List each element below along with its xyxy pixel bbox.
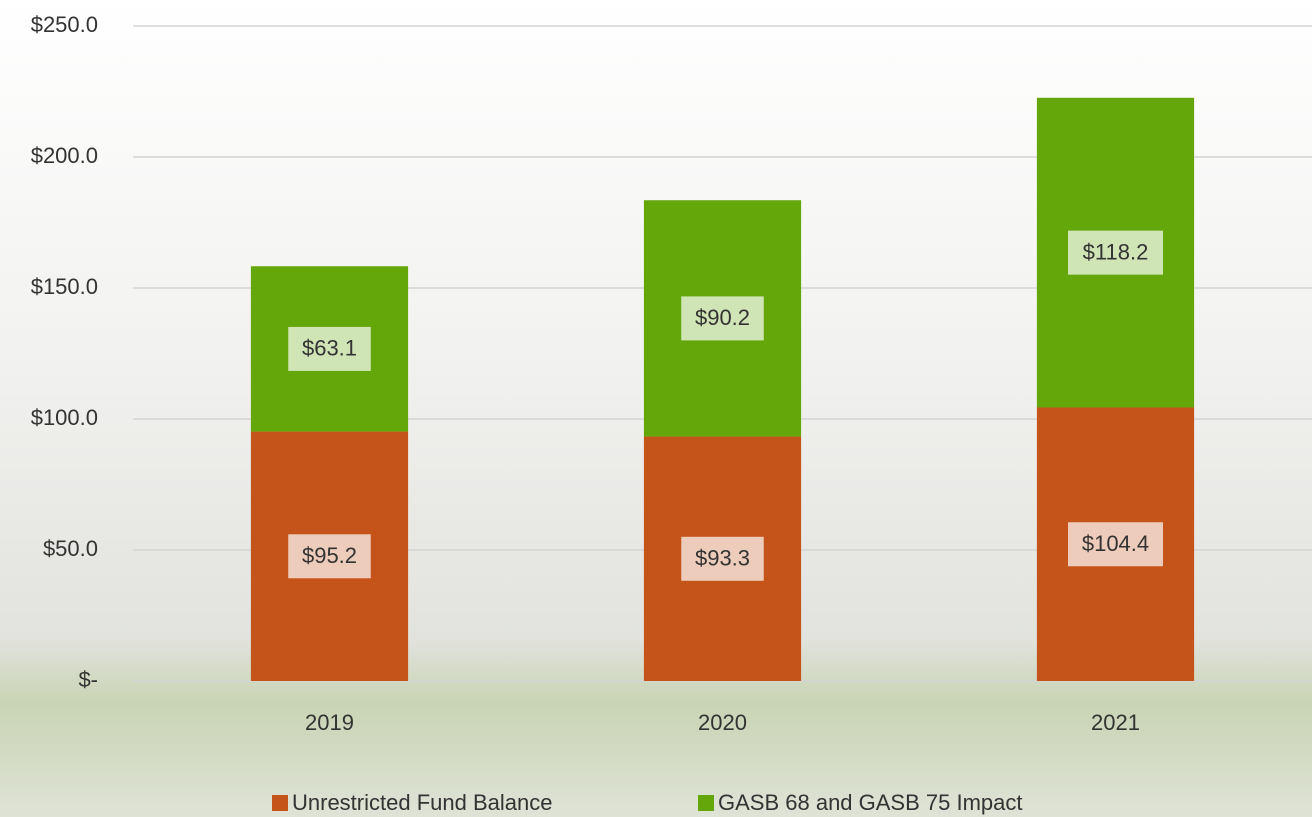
x-tick-label: 2019 (305, 710, 354, 735)
data-label-box (288, 534, 371, 579)
legend-label: GASB 68 and GASB 75 Impact (718, 790, 1023, 815)
legend-label: Unrestricted Fund Balance (292, 790, 552, 815)
legend-swatch (698, 795, 714, 811)
data-label: $104.4 (1082, 531, 1149, 556)
data-label-box (681, 296, 764, 341)
legend-swatch (272, 795, 288, 811)
data-label: $95.2 (302, 543, 357, 568)
data-label-box (681, 536, 764, 581)
data-label-box (1068, 230, 1163, 275)
data-label-box (288, 326, 371, 371)
y-tick-label: $50.0 (43, 536, 98, 561)
data-label: $118.2 (1083, 239, 1149, 264)
x-tick-label: 2021 (1091, 710, 1140, 735)
y-tick-label: $100.0 (31, 405, 98, 430)
y-tick-label: $200.0 (31, 143, 98, 168)
data-label: $90.2 (695, 305, 750, 330)
x-tick-label: 2020 (698, 710, 747, 735)
data-label-box (1068, 522, 1163, 567)
data-label: $93.3 (695, 546, 750, 571)
y-tick-label: $150.0 (31, 274, 98, 299)
y-tick-label: $250.0 (31, 12, 98, 37)
data-label: $63.1 (302, 336, 357, 361)
y-tick-label: $- (78, 667, 98, 692)
